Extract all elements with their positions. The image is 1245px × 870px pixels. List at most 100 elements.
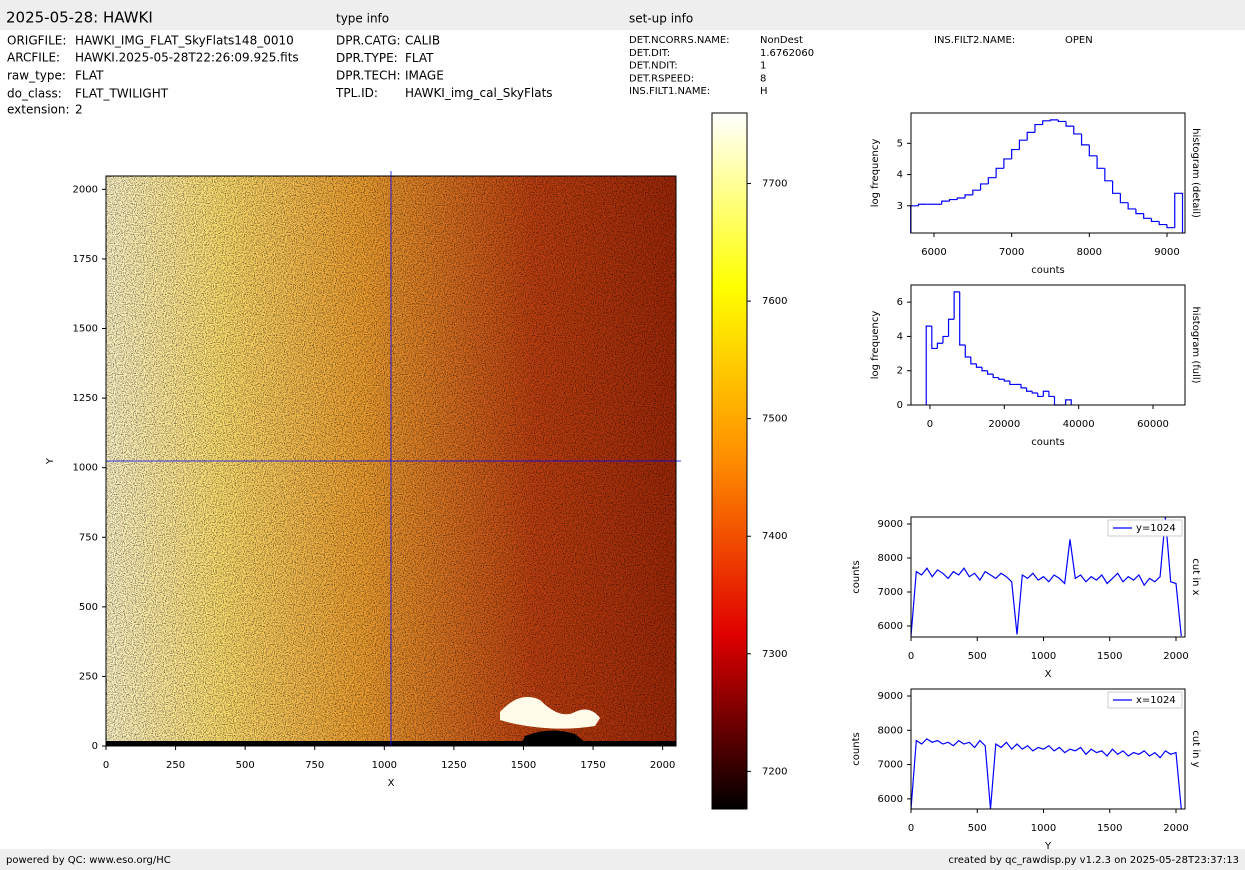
x-tick-label: 750 [305, 760, 324, 771]
histogram-step [1073, 126, 1082, 135]
x-axis-label: X [388, 778, 395, 789]
x-tick-label: 0 [927, 419, 933, 430]
histogram-step [947, 318, 955, 337]
histogram-step [1135, 208, 1144, 215]
x-tick-label: 250 [166, 760, 185, 771]
info-value: HAWKI_img_cal_SkyFlats [405, 86, 553, 100]
histogram-step [1065, 121, 1074, 127]
histogram-step [987, 177, 997, 184]
y-tick-label: 7500 [762, 414, 787, 425]
chart-line: y=1024 0 500 1000 1500 2000 6000 7000 8000 9000 Xc… [851, 516, 1201, 680]
histogram-step [975, 363, 983, 368]
x-tick-label: 1250 [441, 760, 466, 771]
axes-frame [105, 175, 677, 747]
histogram-step [1020, 384, 1027, 389]
info-key: INS.FILT2.NAME: [934, 35, 1015, 46]
y-tick-label: 7400 [762, 531, 787, 542]
histogram-step [1037, 393, 1044, 398]
info-key: DET.RSPEED: [629, 73, 694, 84]
info-key: TPL.ID: [335, 86, 378, 100]
x-tick-label: 1750 [580, 760, 605, 771]
histogram-step [1143, 213, 1152, 219]
histogram-step [1119, 193, 1129, 204]
histogram-step [936, 342, 943, 349]
histogram-step [1048, 391, 1055, 398]
y-tick-label: 6 [897, 297, 903, 308]
x-tick-label: 1000 [1031, 651, 1056, 662]
x-tick-label: 60000 [1137, 419, 1169, 430]
x-tick-label: 0 [908, 823, 914, 834]
histogram-step [1150, 218, 1160, 223]
histogram-step [995, 167, 1004, 178]
y-tick-label: 9000 [878, 691, 903, 702]
axes-frame [910, 688, 1186, 810]
histogram-step [1096, 155, 1105, 169]
info-value: H [760, 86, 768, 97]
x-tick-label: 1000 [1031, 823, 1056, 834]
histogram-step [981, 367, 988, 372]
info-value: 1.6762060 [760, 48, 814, 59]
histogram-step [970, 357, 977, 365]
axes-frame [910, 516, 1186, 638]
histogram-step [998, 377, 1005, 380]
y-axis-label: log frequency [870, 311, 881, 380]
image-feature [500, 696, 600, 729]
chart-image: 0 250 500 750 1000 1250 1500 1750 2000 0 250 500 750… [45, 171, 681, 789]
info-value: 1 [760, 61, 766, 72]
y-tick-label: 7000 [878, 587, 903, 598]
histogram-step [925, 325, 932, 405]
info-key: DET.NCORRS.NAME: [629, 35, 730, 46]
histogram-step [1158, 221, 1167, 226]
histogram-step [1088, 144, 1098, 157]
histogram-step [1003, 158, 1012, 169]
x-tick-label: 9000 [1154, 247, 1179, 258]
side-label: histogram (detail) [1190, 128, 1201, 218]
y-tick-label: 9000 [878, 519, 903, 530]
histogram-step [964, 345, 971, 358]
x-axis-label: X [1045, 669, 1052, 680]
y-tick-label: 2000 [73, 184, 98, 195]
histogram-step [1174, 192, 1184, 233]
info-value: FLAT [75, 69, 104, 83]
y-tick-label: 5 [897, 138, 903, 149]
y-tick-label: 1750 [73, 254, 98, 265]
y-tick-label: 1500 [73, 324, 98, 335]
side-label: cut in y [1190, 730, 1201, 767]
y-tick-label: 7700 [762, 179, 787, 190]
histogram-step [1026, 131, 1035, 141]
histogram-step [1127, 202, 1136, 210]
info-value: CALIB [405, 34, 440, 48]
x-tick-label: 500 [968, 651, 987, 662]
info-key: INS.FILT1.NAME: [629, 86, 710, 97]
x-tick-label: 2000 [1163, 651, 1188, 662]
y-tick-label: 7300 [762, 649, 787, 660]
x-tick-label: 1500 [1097, 651, 1122, 662]
histogram-step [959, 291, 966, 346]
colorbar [711, 112, 748, 810]
legend-box [1107, 691, 1183, 709]
histogram-step [941, 200, 950, 205]
info-value: NonDest [760, 35, 803, 46]
x-axis-label: counts [1031, 437, 1064, 448]
x-tick-label: 6000 [921, 247, 946, 258]
x-axis-label: counts [1031, 265, 1064, 276]
info-value: IMAGE [405, 69, 444, 83]
section-title: set-up info [629, 12, 693, 26]
info-key: ORIGFILE: [7, 34, 66, 48]
info-key: do_class: [7, 87, 62, 101]
histogram-step [972, 189, 981, 195]
histogram-step [948, 198, 958, 202]
info-key: DPR.CATG: [336, 34, 401, 48]
y-tick-label: 6000 [878, 794, 903, 805]
y-tick-label: 7600 [762, 296, 787, 307]
legend-label: x=1024 [1136, 695, 1176, 706]
page-title: 2025-05-28: HAWKI [6, 9, 153, 27]
header-bar [0, 0, 1245, 30]
chart-histogram: 6000 7000 8000 9000 3 4 5 counts log frequency hi… [870, 112, 1201, 276]
y-tick-label: 2 [897, 366, 903, 377]
chart-line: x=1024 0 500 1000 1500 2000 6000 7000 8000 9000 Yc… [851, 688, 1201, 852]
info-value: HAWKI.2025-05-28T22:26:09.925.fits [75, 51, 299, 65]
histogram-step [1065, 399, 1072, 405]
x-tick-label: 8000 [1077, 247, 1102, 258]
y-tick-label: 4 [897, 331, 903, 342]
